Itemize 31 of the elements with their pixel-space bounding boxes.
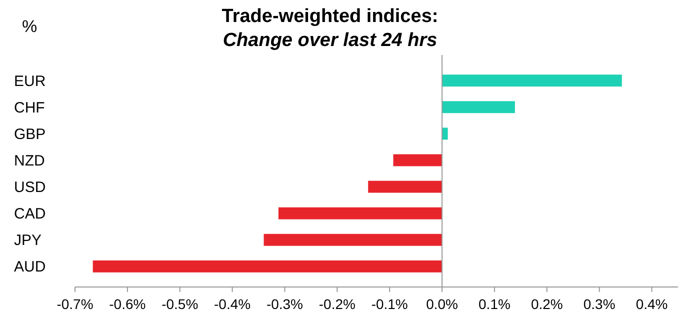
bar — [442, 128, 448, 140]
y-tick-label: NZD — [14, 152, 45, 170]
x-tick-label: -0.7% — [56, 296, 94, 312]
chart-title: Trade-weighted indices: — [222, 6, 438, 27]
x-tick-label: 0.3% — [583, 296, 616, 312]
bar — [264, 234, 442, 246]
bar — [278, 207, 442, 220]
y-tick-label: CHF — [14, 99, 45, 116]
y-tick-label: USD — [14, 179, 46, 196]
x-tick-label: -0.5% — [162, 296, 198, 312]
chart-subtitle: Change over last 24 hrs — [222, 30, 438, 51]
x-tick-label: 0.0% — [426, 296, 458, 312]
x-tick-label: -0.2% — [318, 296, 356, 312]
y-tick-label: GBP — [14, 126, 46, 143]
y-tick-label: CAD — [14, 206, 46, 223]
y-tick-label: EUR — [14, 72, 46, 90]
bar — [442, 101, 515, 114]
y-axis-title: % — [22, 17, 38, 36]
bar — [92, 260, 442, 272]
x-tick-label: 0.2% — [530, 296, 563, 312]
x-tick-label: 0.1% — [478, 296, 510, 312]
x-tick-label: -0.3% — [266, 296, 304, 312]
y-tick-label: AUD — [14, 258, 46, 276]
y-tick-label: JPY — [14, 232, 42, 250]
bar — [393, 154, 442, 166]
bar — [368, 180, 442, 193]
x-tick-label: -0.4% — [214, 296, 251, 312]
bar — [442, 74, 622, 87]
x-tick-label: 0.4% — [636, 296, 668, 312]
x-tick-label: -0.1% — [371, 296, 408, 312]
x-tick-label: -0.6% — [109, 296, 146, 312]
